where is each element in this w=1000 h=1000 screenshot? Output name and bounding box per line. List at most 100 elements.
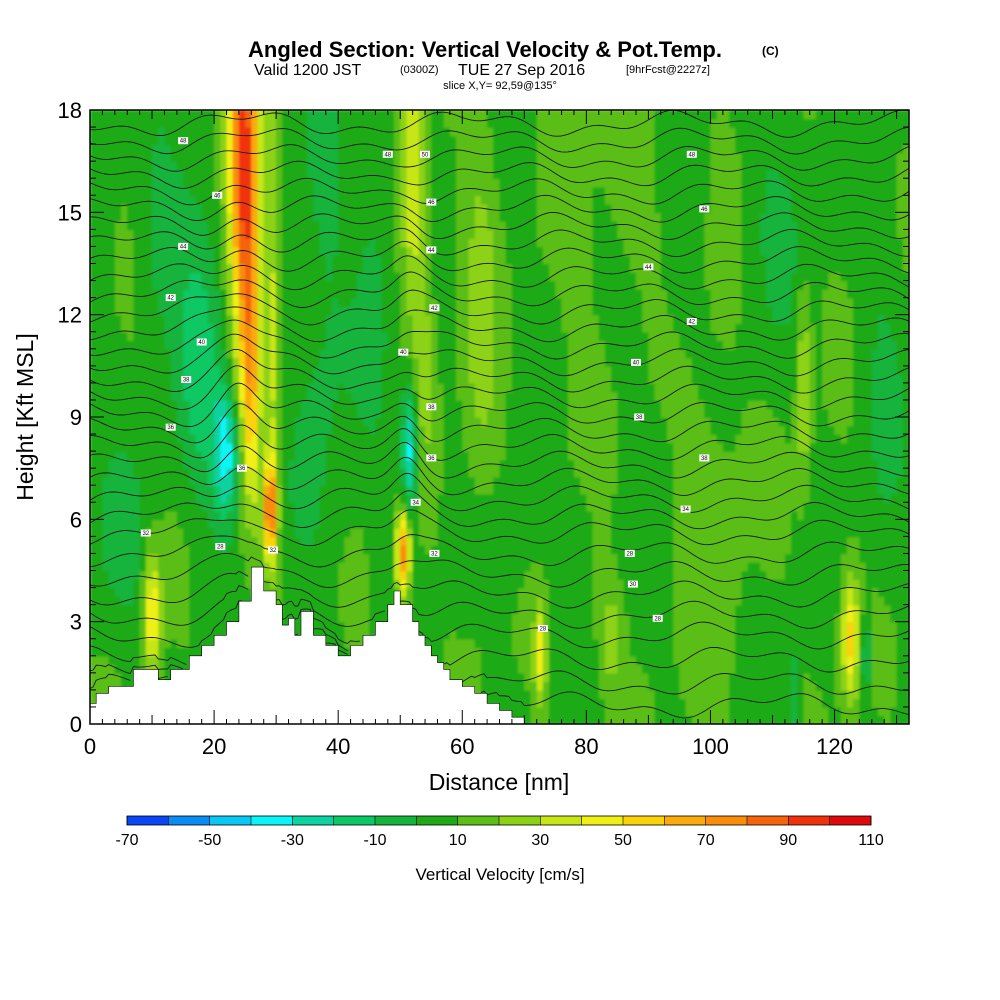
- velocity-cell: [747, 459, 755, 469]
- velocity-cell: [282, 519, 290, 529]
- velocity-cell: [716, 715, 724, 724]
- velocity-cell: [636, 425, 643, 435]
- velocity-cell: [648, 630, 656, 640]
- velocity-cell: [902, 647, 909, 657]
- velocity-cell: [114, 468, 122, 478]
- velocity-cell: [145, 655, 153, 666]
- velocity-cell: [623, 527, 631, 538]
- velocity-cell: [313, 630, 321, 640]
- velocity-cell: [214, 459, 222, 469]
- velocity-cell: [691, 596, 699, 606]
- velocity-cell: [660, 519, 668, 529]
- velocity-cell: [667, 434, 674, 444]
- velocity-cell: [96, 434, 104, 444]
- velocity-cell: [152, 570, 159, 580]
- velocity-cell: [418, 519, 426, 529]
- velocity-cell: [828, 681, 836, 691]
- velocity-cell: [108, 536, 116, 546]
- velocity-cell: [356, 638, 364, 648]
- velocity-cell: [704, 689, 712, 700]
- velocity-cell: [741, 698, 749, 708]
- velocity-cell: [524, 647, 532, 657]
- velocity-cell: [611, 459, 619, 469]
- velocity-cell: [741, 613, 749, 623]
- velocity-cell: [629, 630, 637, 640]
- velocity-cell: [400, 579, 408, 589]
- velocity-cell: [809, 630, 817, 640]
- velocity-cell: [344, 417, 352, 427]
- velocity-cell: [611, 425, 619, 435]
- velocity-cell: [499, 570, 507, 580]
- velocity-cell: [189, 468, 197, 478]
- velocity-cell: [183, 664, 191, 674]
- velocity-cell: [257, 417, 265, 427]
- velocity-cell: [549, 638, 557, 648]
- velocity-cell: [815, 417, 823, 427]
- velocity-cell: [735, 604, 743, 614]
- velocity-cell: [834, 596, 842, 606]
- velocity-cell: [139, 570, 147, 580]
- velocity-cell: [840, 681, 848, 691]
- velocity-cell: [114, 519, 122, 529]
- velocity-cell: [642, 468, 650, 478]
- velocity-cell: [611, 689, 619, 700]
- velocity-cell: [871, 434, 879, 444]
- velocity-cell: [96, 451, 104, 461]
- velocity-cell: [809, 451, 817, 461]
- velocity-cell: [152, 425, 159, 435]
- velocity-cell: [555, 672, 563, 683]
- velocity-cell: [226, 519, 234, 529]
- velocity-cell: [443, 434, 451, 444]
- velocity-cell: [505, 510, 513, 521]
- velocity-cell: [549, 399, 557, 410]
- velocity-cell: [90, 553, 97, 563]
- velocity-cell: [474, 604, 482, 614]
- velocity-cell: [685, 647, 693, 657]
- velocity-cell: [840, 689, 848, 700]
- velocity-cell: [822, 417, 830, 427]
- velocity-cell: [574, 621, 581, 631]
- velocity-cell: [747, 562, 755, 572]
- velocity-cell: [605, 630, 612, 640]
- velocity-cell: [276, 536, 284, 546]
- velocity-cell: [896, 502, 904, 512]
- velocity-cell: [164, 417, 172, 427]
- velocity-cell: [574, 510, 581, 521]
- velocity-cell: [822, 519, 830, 529]
- velocity-cell: [753, 570, 761, 580]
- velocity-cell: [468, 570, 476, 580]
- velocity-cell: [214, 613, 222, 623]
- velocity-cell: [611, 647, 619, 657]
- velocity-cell: [660, 672, 668, 683]
- velocity-cell: [586, 536, 594, 546]
- velocity-cell: [195, 596, 203, 606]
- velocity-cell: [871, 672, 879, 683]
- velocity-cell: [487, 647, 495, 657]
- velocity-cell: [251, 502, 259, 512]
- velocity-cell: [195, 647, 203, 657]
- velocity-cell: [642, 647, 650, 657]
- velocity-cell: [127, 399, 135, 410]
- velocity-cell: [896, 655, 904, 666]
- velocity-cell: [741, 502, 749, 512]
- velocity-cell: [797, 579, 805, 589]
- velocity-cell: [902, 451, 909, 461]
- velocity-cell: [691, 544, 699, 555]
- velocity-cell: [847, 647, 854, 657]
- velocity-cell: [257, 468, 265, 478]
- velocity-cell: [549, 519, 557, 529]
- velocity-cell: [431, 579, 439, 589]
- velocity-cell: [431, 536, 439, 546]
- velocity-cell: [828, 630, 836, 640]
- velocity-cell: [437, 476, 445, 486]
- velocity-cell: [611, 536, 619, 546]
- velocity-cell: [679, 655, 687, 666]
- velocity-cell: [319, 510, 327, 521]
- velocity-cell: [524, 630, 532, 640]
- velocity-cell: [648, 442, 656, 452]
- velocity-cell: [462, 493, 470, 504]
- velocity-cell: [294, 630, 302, 640]
- velocity-cell: [127, 570, 135, 580]
- velocity-cell: [859, 570, 867, 580]
- velocity-cell: [685, 527, 693, 538]
